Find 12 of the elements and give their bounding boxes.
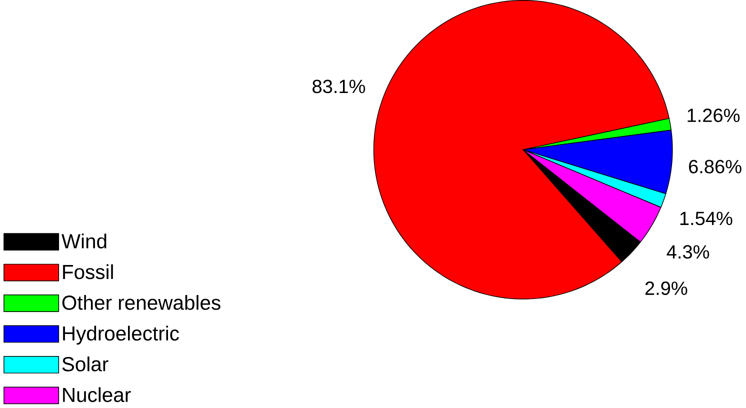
data-label: 4.3% [666,244,710,258]
data-label: 1.54% [680,212,732,225]
data-label: 1.26% [688,108,740,122]
data-label: 6.86% [689,160,742,174]
legend-label: Solar [62,356,108,372]
data-label: 83.1% [312,79,366,93]
legend-label: Other renewables [62,294,220,310]
legend-label: Hydroelectric [63,326,179,344]
data-label: 2.9% [645,281,688,295]
legend-label: Fossil [63,264,113,279]
legend-label: Wind [62,233,106,248]
legend-label: Nuclear [63,387,131,402]
